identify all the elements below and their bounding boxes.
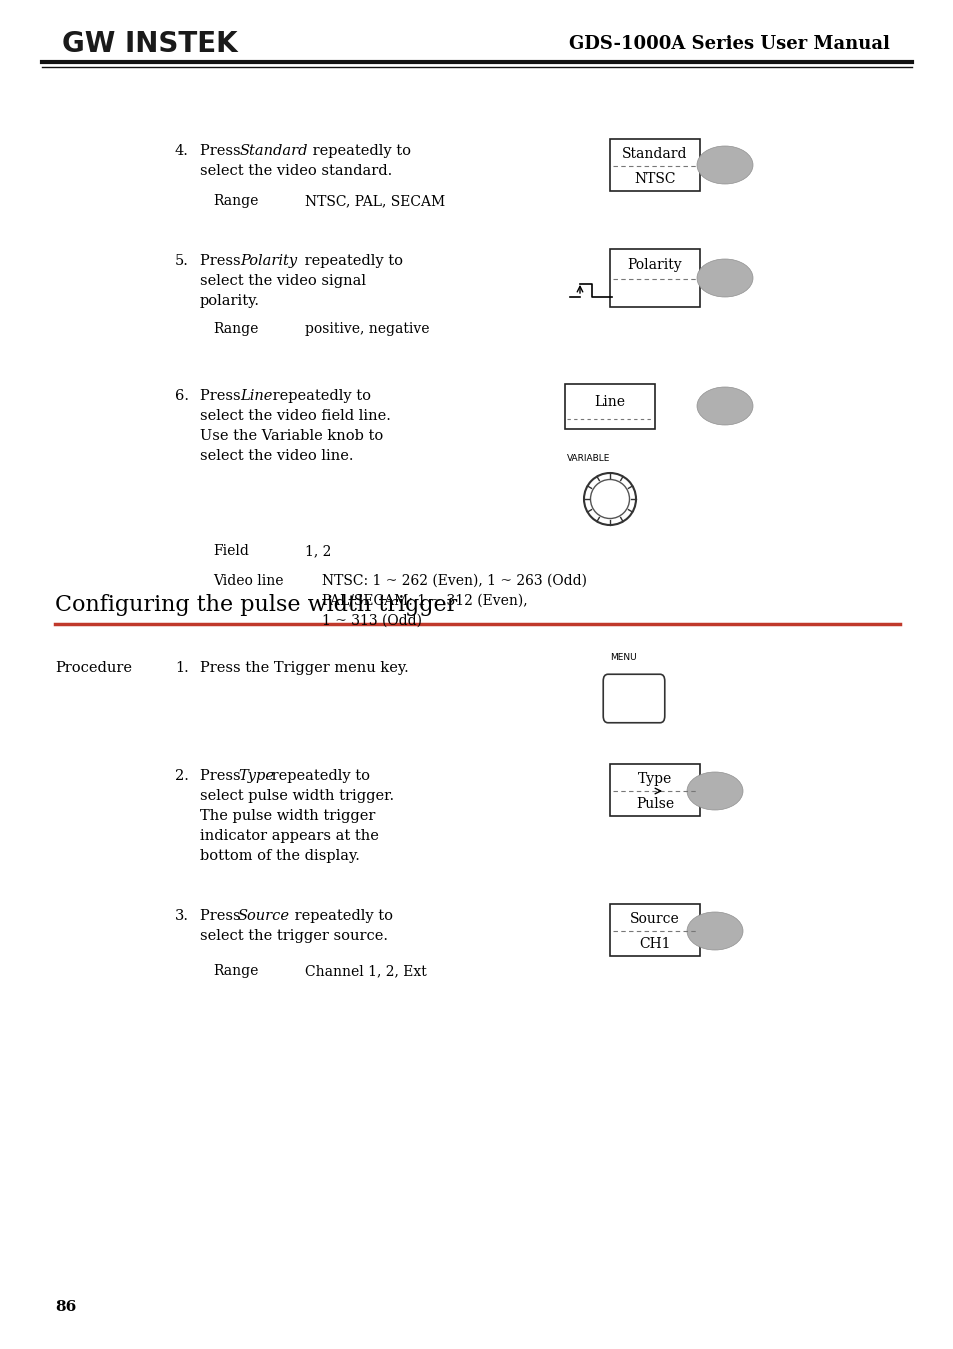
- FancyBboxPatch shape: [609, 139, 700, 192]
- Text: repeatedly to: repeatedly to: [299, 254, 402, 268]
- Text: select the video standard.: select the video standard.: [200, 165, 392, 178]
- Text: Press: Press: [200, 769, 245, 782]
- Text: Procedure: Procedure: [55, 661, 132, 674]
- Ellipse shape: [686, 912, 742, 950]
- Text: NTSC: 1 ~ 262 (Even), 1 ~ 263 (Odd): NTSC: 1 ~ 262 (Even), 1 ~ 263 (Odd): [322, 575, 586, 588]
- Text: positive, negative: positive, negative: [305, 322, 429, 336]
- Text: Press: Press: [200, 909, 245, 923]
- Text: 86: 86: [55, 1300, 76, 1314]
- Text: PAL/SECAM: 1 ~ 312 (Even),: PAL/SECAM: 1 ~ 312 (Even),: [322, 594, 527, 608]
- Text: 4.: 4.: [174, 144, 189, 158]
- Text: Press: Press: [200, 254, 245, 268]
- Text: Range: Range: [213, 194, 258, 208]
- Text: Type: Type: [237, 769, 274, 782]
- Bar: [564, 384, 655, 429]
- Text: Polarity: Polarity: [627, 258, 681, 272]
- Text: GW INSTEK: GW INSTEK: [62, 30, 237, 58]
- Text: Press: Press: [200, 144, 245, 158]
- FancyBboxPatch shape: [609, 904, 700, 956]
- Text: Field: Field: [213, 544, 249, 558]
- Text: Use the Variable knob to: Use the Variable knob to: [200, 429, 383, 442]
- Text: NTSC: NTSC: [634, 171, 675, 186]
- Text: Line: Line: [240, 389, 273, 403]
- Text: CH1: CH1: [639, 936, 670, 951]
- Text: Press: Press: [200, 389, 245, 403]
- Text: repeatedly to: repeatedly to: [268, 389, 371, 403]
- FancyBboxPatch shape: [602, 674, 664, 723]
- FancyBboxPatch shape: [609, 250, 700, 308]
- Ellipse shape: [697, 259, 752, 297]
- Text: Range: Range: [213, 322, 258, 336]
- Text: select the video signal: select the video signal: [200, 274, 366, 287]
- Text: Standard: Standard: [621, 147, 687, 161]
- Text: repeatedly to: repeatedly to: [267, 769, 370, 782]
- Text: 3.: 3.: [174, 909, 189, 923]
- Text: 2.: 2.: [174, 769, 189, 782]
- Text: Range: Range: [213, 965, 258, 978]
- Text: 1, 2: 1, 2: [305, 544, 331, 558]
- Text: Source: Source: [630, 912, 679, 925]
- Text: MENU: MENU: [609, 653, 636, 662]
- FancyBboxPatch shape: [609, 764, 700, 816]
- Ellipse shape: [697, 146, 752, 183]
- Text: Press the Trigger menu key.: Press the Trigger menu key.: [200, 661, 408, 674]
- Text: NTSC, PAL, SECAM: NTSC, PAL, SECAM: [305, 194, 445, 208]
- Text: Line: Line: [594, 395, 625, 409]
- Text: polarity.: polarity.: [200, 294, 260, 308]
- Ellipse shape: [686, 772, 742, 809]
- Text: 6.: 6.: [174, 389, 189, 403]
- Text: repeatedly to: repeatedly to: [308, 144, 411, 158]
- Text: The pulse width trigger: The pulse width trigger: [200, 809, 375, 823]
- Text: Source: Source: [237, 909, 290, 923]
- Text: select the video field line.: select the video field line.: [200, 409, 391, 424]
- Text: select pulse width trigger.: select pulse width trigger.: [200, 789, 394, 803]
- Text: Pulse: Pulse: [636, 796, 674, 811]
- Text: Video line: Video line: [213, 575, 283, 588]
- Text: GDS-1000A Series User Manual: GDS-1000A Series User Manual: [569, 35, 889, 53]
- Text: 1.: 1.: [174, 661, 189, 674]
- Ellipse shape: [583, 473, 636, 525]
- Text: 5.: 5.: [174, 254, 189, 268]
- Ellipse shape: [590, 479, 629, 518]
- Text: Polarity: Polarity: [240, 254, 296, 268]
- Text: indicator appears at the: indicator appears at the: [200, 830, 378, 843]
- Text: VARIABLE: VARIABLE: [566, 455, 610, 463]
- Text: Type: Type: [638, 772, 672, 785]
- Text: Channel 1, 2, Ext: Channel 1, 2, Ext: [305, 965, 426, 978]
- Text: Standard: Standard: [240, 144, 308, 158]
- Ellipse shape: [697, 387, 752, 425]
- Text: repeatedly to: repeatedly to: [290, 909, 393, 923]
- Text: 1 ~ 313 (Odd): 1 ~ 313 (Odd): [322, 614, 421, 629]
- Text: select the video line.: select the video line.: [200, 449, 354, 463]
- Text: Configuring the pulse width trigger: Configuring the pulse width trigger: [55, 594, 456, 616]
- Text: bottom of the display.: bottom of the display.: [200, 849, 359, 863]
- Text: select the trigger source.: select the trigger source.: [200, 929, 388, 943]
